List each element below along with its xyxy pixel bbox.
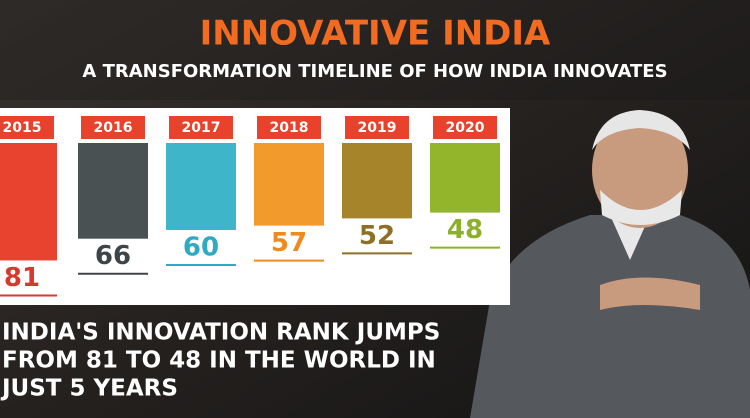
- value-label: 66: [95, 241, 131, 271]
- year-box: [0, 116, 54, 139]
- value-label: 52: [359, 221, 395, 251]
- year-box: [433, 116, 497, 139]
- x-tick-label: 2020: [446, 120, 485, 136]
- value-label: 48: [447, 215, 483, 245]
- year-box: [81, 116, 145, 139]
- value-label: 81: [4, 263, 40, 293]
- x-tick-label: 2018: [270, 120, 309, 136]
- x-tick-label: 2015: [3, 120, 42, 136]
- bar: [430, 143, 500, 213]
- annotation: JUST 5 YEARS: [0, 376, 178, 402]
- header-shade: [0, 0, 750, 100]
- year-box: [345, 116, 409, 139]
- bar: [0, 143, 57, 261]
- bar: [78, 143, 148, 239]
- year-box: [169, 116, 233, 139]
- x-tick-label: 2016: [94, 120, 133, 136]
- bar: [166, 143, 236, 230]
- x-tick-label: 2017: [182, 120, 221, 136]
- bar: [342, 143, 412, 219]
- year-box: [257, 116, 321, 139]
- annotation: INDIA'S INNOVATION RANK JUMPS: [2, 320, 440, 346]
- annotation: FROM 81 TO 48 IN THE WORLD IN: [2, 348, 436, 374]
- chart-title: INNOVATIVE INDIA: [200, 14, 551, 54]
- value-label: 60: [183, 233, 219, 263]
- x-tick-label: 2019: [358, 120, 397, 136]
- bar: [254, 143, 324, 226]
- value-label: 57: [271, 228, 307, 258]
- chart-subtitle: A TRANSFORMATION TIMELINE OF HOW INDIA I…: [82, 61, 667, 82]
- person: [470, 110, 750, 418]
